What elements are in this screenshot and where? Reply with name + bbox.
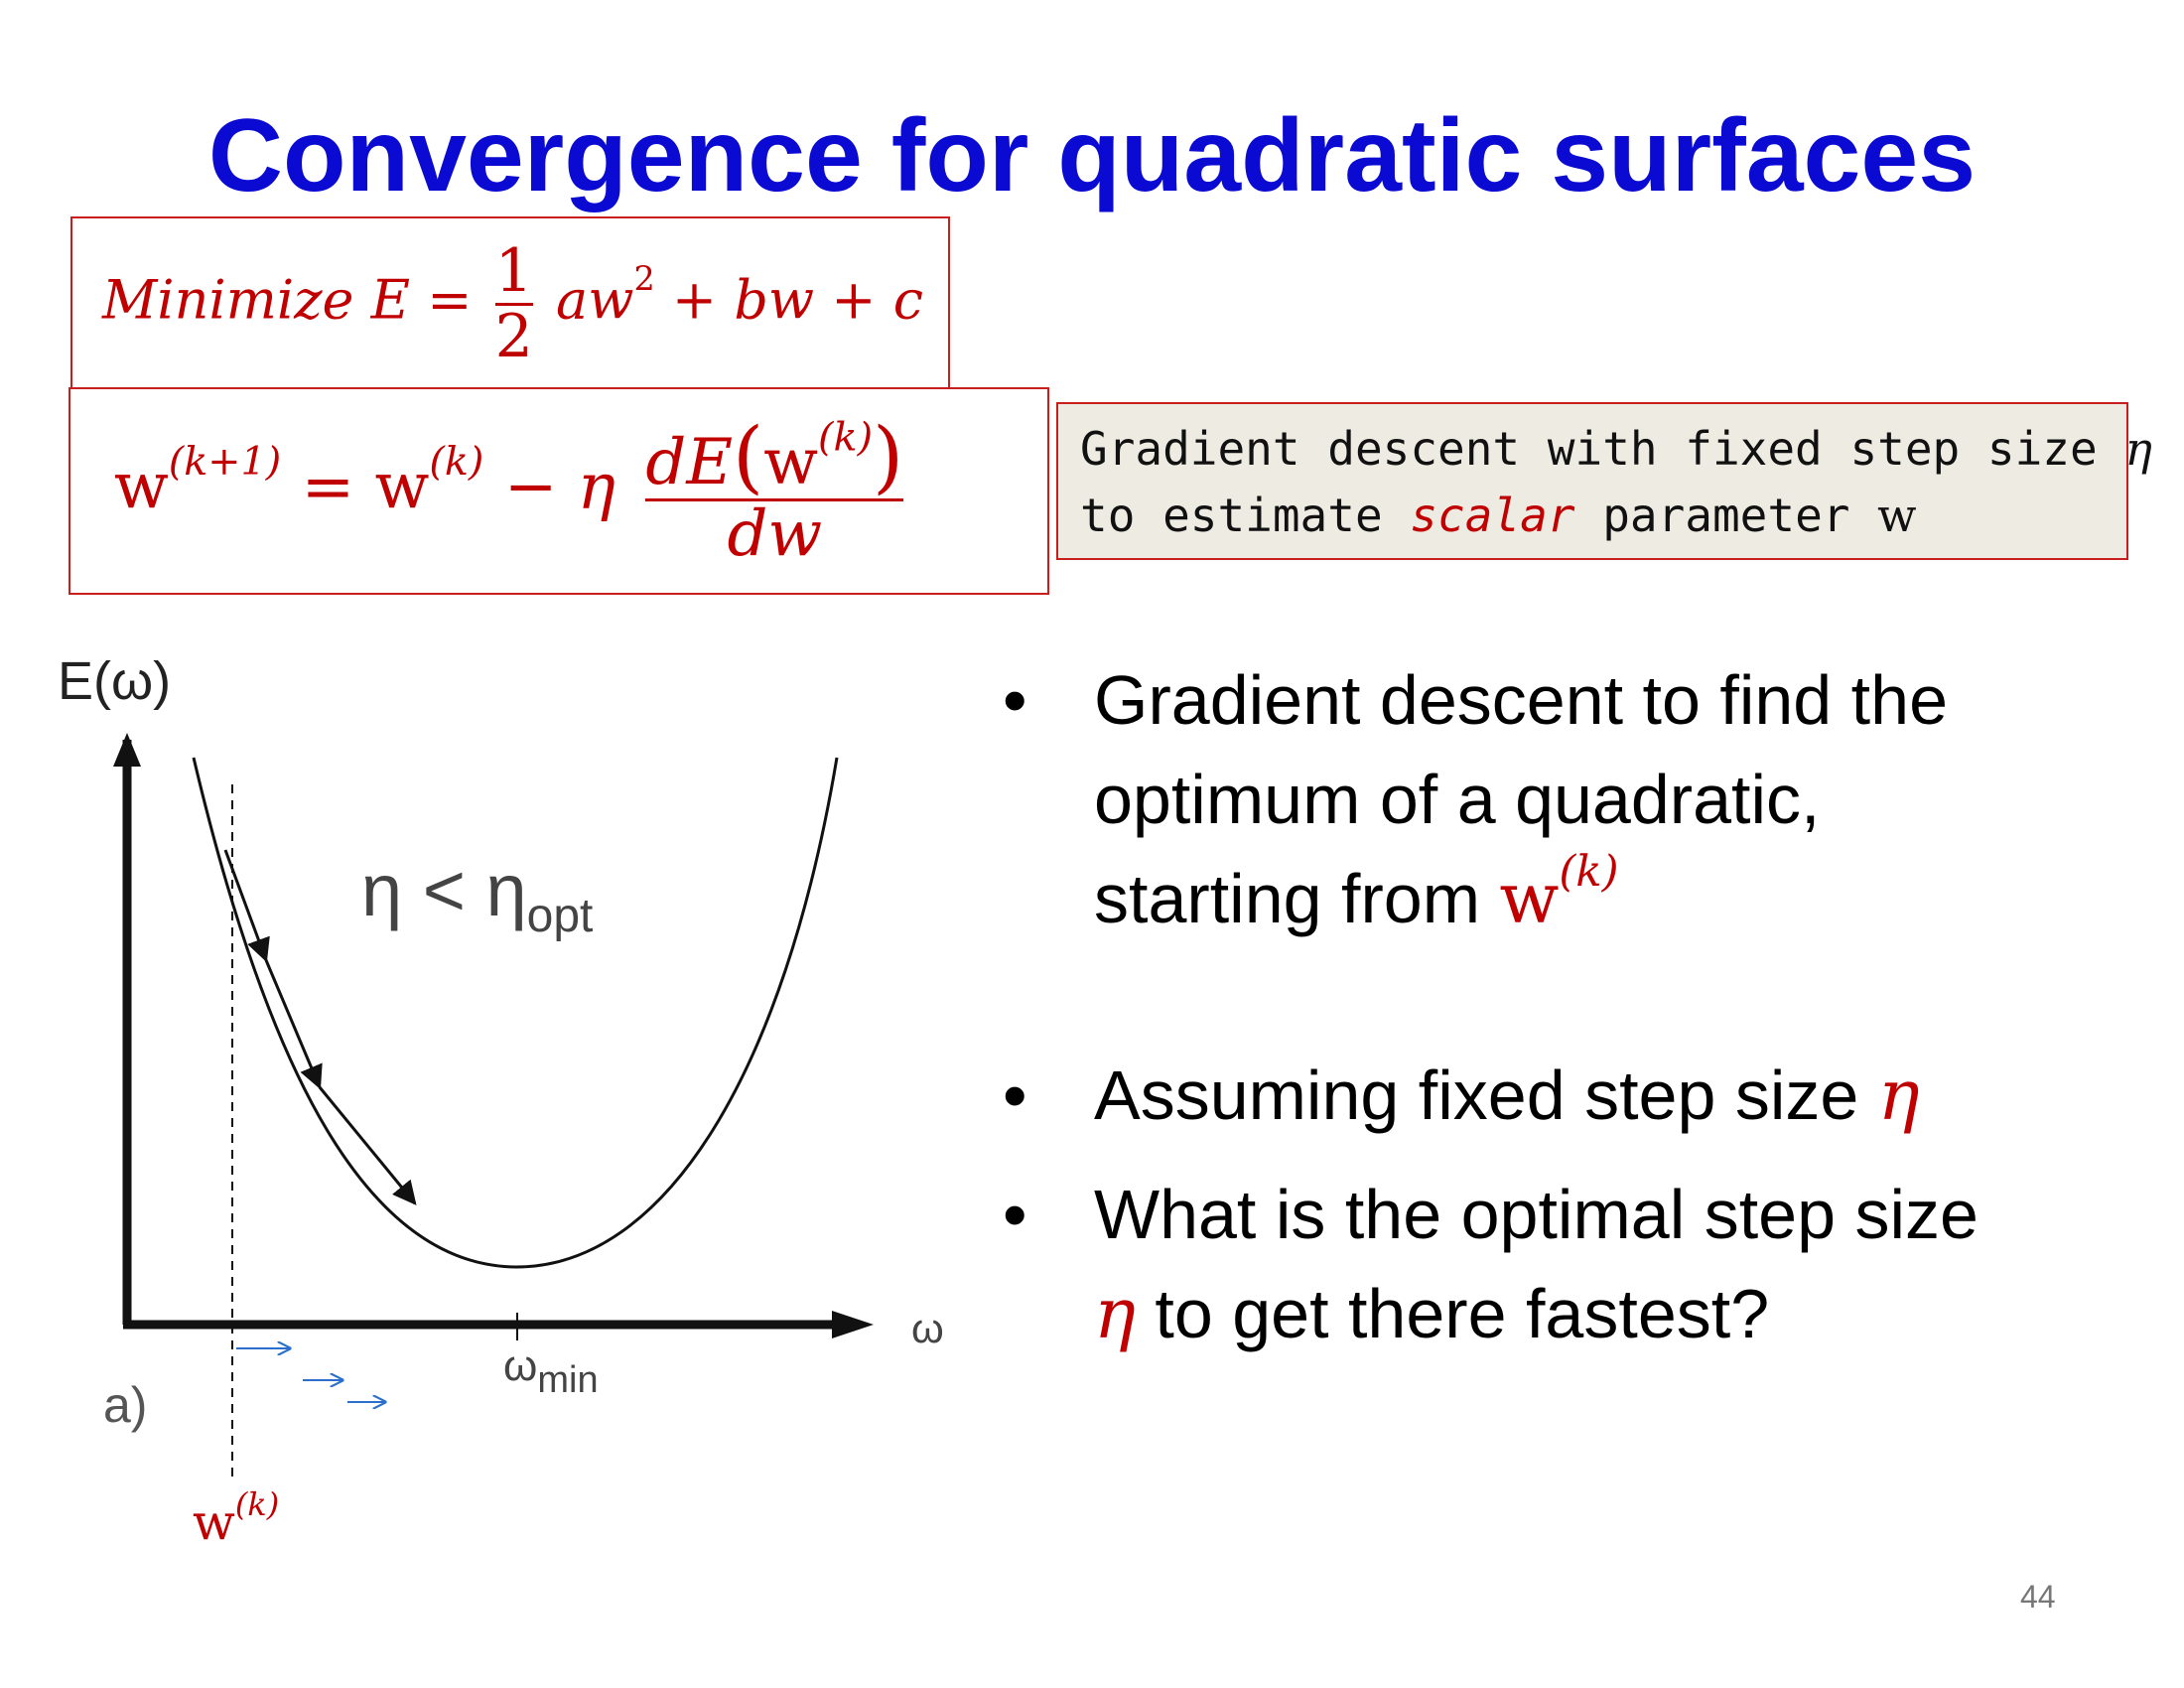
- page-number: 44: [2020, 1579, 2056, 1615]
- condition-sub: opt: [527, 890, 594, 942]
- bullet-1-w-sup: (k): [1559, 847, 1619, 898]
- omega-min-sub: min: [537, 1359, 598, 1401]
- bullet-2-eta-symbol: η: [1877, 1055, 1920, 1136]
- update-num-d: dE: [645, 426, 734, 499]
- objective-term-a: aw: [556, 268, 634, 332]
- update-frac-den: dw: [727, 497, 823, 571]
- note-eta-symbol: η: [2124, 422, 2152, 476]
- update-lhs: w: [114, 450, 169, 524]
- update-fraction: dE(w(k)) dw: [645, 415, 904, 571]
- condition-main: η < η: [361, 849, 527, 931]
- start-label-w: w: [193, 1493, 235, 1551]
- update-num-open: (: [733, 410, 764, 502]
- note-box: Gradient descent with fixed step size η …: [1056, 402, 2152, 560]
- update-lhs-sup: (k+1): [168, 438, 282, 485]
- update-num-close: ): [873, 410, 904, 502]
- bullet-marker: •: [1003, 1176, 1027, 1253]
- bullet-3-line-2-text: to get there fastest?: [1135, 1275, 1770, 1352]
- bullet-1-line-3-text: starting from: [1094, 860, 1500, 937]
- note-line-1: Gradient descent with fixed step size η: [1080, 422, 2152, 476]
- bullet-marker: •: [1003, 661, 1027, 739]
- bullet-1-line-2: optimum of a quadratic,: [1094, 761, 1821, 838]
- update-rhs-w: = w: [301, 450, 430, 524]
- note-line-2: to estimate scalar parameter w: [1080, 489, 1917, 542]
- bullet-1-line-1: Gradient descent to find the: [1094, 661, 1948, 739]
- note-scalar-emph: scalar: [1410, 489, 1575, 542]
- note-line-2-pre: to estimate: [1080, 489, 1411, 542]
- update-num-w: w: [763, 426, 819, 499]
- y-axis-label: E(ω): [58, 651, 171, 711]
- x-axis-arrowhead: [832, 1311, 874, 1338]
- descent-arrow-3: [318, 1086, 417, 1205]
- objective-equation-box: Minimize E = 1 2 aw2 + bw + c: [70, 216, 950, 389]
- quadratic-descent-diagram: E(ω) ω η < ηopt min ωmin a) w(k): [58, 651, 944, 1551]
- update-equation-box: w(k+1) = w(k) − η dE(w(k)) dw: [68, 387, 1049, 595]
- omega-min-main: ω: [503, 1341, 537, 1390]
- bullet-2-text: Assuming fixed step size: [1094, 1056, 1878, 1134]
- bullet-2-line: Assuming fixed step size η: [1094, 1046, 1920, 1145]
- bullet-3-line-1: What is the optimal step size: [1094, 1176, 1979, 1253]
- x-axis-label: ω: [911, 1305, 944, 1351]
- bullet-1-w-symbol: w: [1499, 858, 1560, 939]
- bullet-3-eta-symbol: η: [1094, 1273, 1136, 1354]
- objective-frac-num: 1: [494, 236, 533, 306]
- bullet-marker: •: [1003, 1056, 1027, 1134]
- condition-label: η < ηopt: [361, 849, 593, 942]
- panel-label: a): [103, 1377, 147, 1433]
- error-curve: [192, 757, 839, 1269]
- bullet-3-line-2: η to get there fastest?: [1094, 1264, 1769, 1363]
- y-axis-arrowhead: [113, 733, 141, 767]
- objective-frac-den: 2: [494, 302, 533, 371]
- objective-exponent: 2: [633, 259, 655, 299]
- slide-title: Convergence for quadratic surfaces: [207, 98, 1977, 213]
- objective-rest: + bw + c: [671, 268, 923, 332]
- update-minus-eta: − η: [503, 450, 616, 524]
- objective-fraction: 1 2: [494, 236, 533, 371]
- bullet-1-line-3: starting from w(k): [1094, 849, 1619, 948]
- note-line-1-text: Gradient descent with fixed step size: [1080, 422, 2125, 476]
- note-w-symbol: w: [1877, 489, 1917, 542]
- descent-arrow-2: [264, 959, 323, 1090]
- objective-prefix: Minimize E =: [102, 268, 473, 332]
- update-num-sup: (k): [818, 414, 874, 461]
- update-rhs-sup: (k): [429, 438, 484, 485]
- start-label: w(k): [193, 1485, 279, 1551]
- update-frac-num: dE(w(k)): [645, 415, 903, 498]
- note-line-2-post: parameter: [1574, 489, 1878, 542]
- omega-min-label: ωmin: [503, 1341, 599, 1401]
- start-label-sup: (k): [235, 1485, 279, 1523]
